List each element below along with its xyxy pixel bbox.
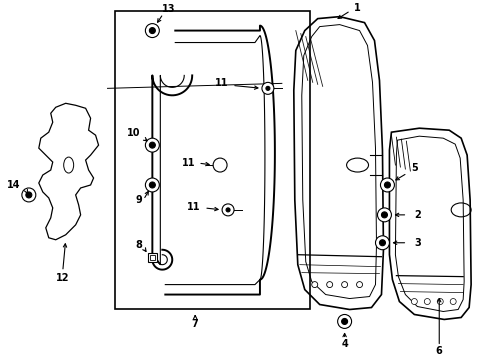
Text: 11: 11: [182, 158, 195, 168]
Circle shape: [213, 158, 226, 172]
Circle shape: [375, 236, 388, 250]
Circle shape: [377, 208, 390, 222]
Text: 11: 11: [186, 202, 200, 212]
Circle shape: [265, 86, 269, 90]
Text: 13: 13: [161, 4, 175, 14]
Circle shape: [381, 212, 386, 218]
Circle shape: [410, 298, 416, 305]
Text: 4: 4: [341, 339, 347, 349]
Text: 5: 5: [410, 163, 417, 173]
Text: 8: 8: [135, 240, 142, 250]
Circle shape: [149, 182, 155, 188]
Circle shape: [149, 142, 155, 148]
Circle shape: [341, 319, 347, 324]
Circle shape: [337, 315, 351, 328]
Circle shape: [449, 298, 455, 305]
Circle shape: [145, 24, 159, 37]
Circle shape: [436, 298, 442, 305]
Text: 7: 7: [191, 319, 198, 329]
Circle shape: [424, 298, 429, 305]
Text: 12: 12: [56, 273, 69, 283]
Bar: [147, 253, 157, 262]
Circle shape: [356, 282, 362, 288]
Circle shape: [222, 204, 234, 216]
Circle shape: [384, 182, 389, 188]
Circle shape: [22, 188, 36, 202]
Circle shape: [26, 192, 32, 198]
Circle shape: [145, 178, 159, 192]
Bar: [149, 255, 155, 260]
Circle shape: [380, 178, 394, 192]
Circle shape: [379, 240, 385, 246]
Text: 9: 9: [135, 195, 142, 205]
Text: 10: 10: [126, 128, 140, 138]
Circle shape: [326, 282, 332, 288]
Text: 11: 11: [214, 78, 227, 88]
Text: 3: 3: [413, 238, 420, 248]
Text: 2: 2: [413, 210, 420, 220]
Bar: [115, 11, 309, 310]
Text: 1: 1: [353, 3, 360, 13]
Text: 6: 6: [435, 346, 442, 356]
Circle shape: [145, 138, 159, 152]
Circle shape: [225, 208, 229, 212]
Circle shape: [149, 28, 155, 33]
Circle shape: [341, 282, 347, 288]
Circle shape: [262, 82, 273, 94]
Circle shape: [311, 282, 317, 288]
Text: 14: 14: [7, 180, 21, 190]
